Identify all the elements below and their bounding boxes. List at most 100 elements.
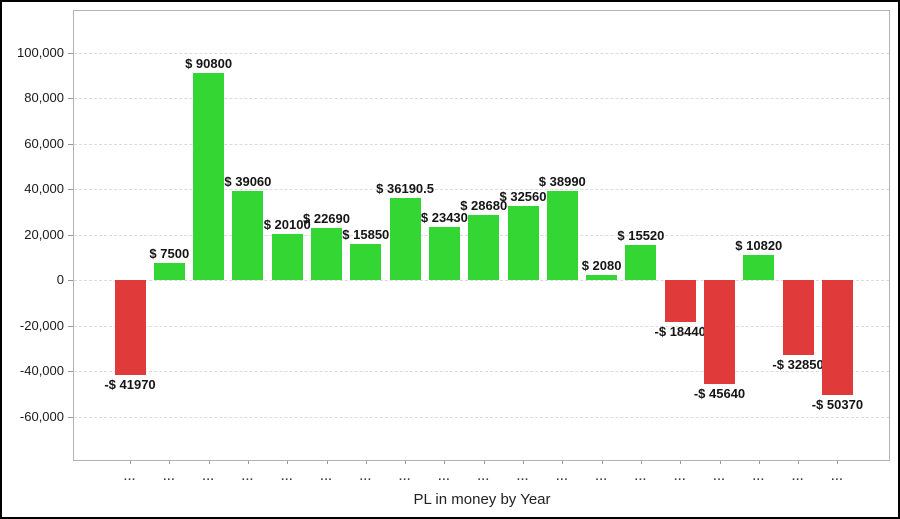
bar-value-label: $ 38990	[538, 174, 586, 190]
bar-value-label: $ 2080	[581, 258, 622, 274]
bar-value-label: $ 20100	[263, 217, 311, 233]
x-axis-tick	[247, 461, 249, 464]
x-axis-category-label: ...	[320, 471, 333, 483]
bar-positive[interactable]	[389, 197, 421, 280]
gridline	[74, 52, 889, 54]
bar-negative[interactable]	[782, 280, 814, 355]
bar-negative[interactable]	[114, 280, 146, 376]
x-axis-tick	[680, 461, 682, 464]
x-axis-tick	[130, 461, 131, 464]
x-axis-tick	[326, 461, 328, 464]
bar-positive[interactable]	[311, 228, 342, 280]
bar-value-label: $ 15850	[342, 226, 390, 242]
x-axis-category-label: ...	[831, 471, 844, 483]
gridline	[74, 98, 889, 99]
x-axis-category-label: ...	[516, 471, 530, 483]
bar-positive[interactable]	[271, 234, 303, 280]
x-axis-tick	[758, 461, 760, 464]
bar-value-label: $ 28680	[460, 197, 508, 213]
x-axis-tick	[365, 461, 367, 464]
y-axis-label: 0	[56, 272, 64, 287]
y-axis-label: 80,000	[24, 90, 64, 105]
y-axis-label: 40,000	[24, 181, 64, 196]
x-axis-category-label: ...	[438, 471, 451, 483]
gridline	[74, 325, 889, 327]
x-axis-tick	[208, 461, 210, 464]
y-axis-tick	[68, 143, 73, 145]
x-axis-tick	[719, 461, 721, 464]
bar-positive[interactable]	[428, 226, 460, 280]
x-axis-tick	[405, 461, 407, 464]
y-axis-tick	[68, 371, 73, 372]
bar-value-label: $ 10820	[735, 238, 783, 254]
x-axis-category-label: ...	[281, 471, 294, 483]
bar-value-label: -$ 18440	[654, 323, 706, 339]
bar-value-label: -$ 50370	[811, 396, 864, 412]
x-axis-tick	[483, 461, 485, 464]
y-axis-label: 20,000	[24, 226, 64, 242]
bar-value-label: $ 36190.5	[376, 180, 435, 196]
y-axis-tick	[68, 234, 73, 236]
y-axis-label: -20,000	[19, 317, 64, 333]
bar-positive[interactable]	[625, 244, 657, 280]
y-axis-tick	[68, 189, 73, 190]
bar-value-label: $ 90800	[185, 56, 233, 72]
x-axis-tick	[523, 461, 524, 464]
x-axis-category-label: ...	[241, 471, 254, 483]
x-axis-category-label: ...	[399, 471, 412, 483]
x-axis-category-label: ...	[202, 471, 215, 483]
bar-positive[interactable]	[507, 205, 539, 280]
bar-value-label: $ 23430	[420, 209, 468, 225]
gridline	[74, 371, 889, 372]
bar-positive[interactable]	[468, 214, 500, 280]
bar-positive[interactable]	[586, 275, 618, 280]
x-axis-category-label: ...	[359, 471, 372, 483]
y-axis-label: 100,000	[17, 44, 64, 60]
y-axis-tick	[68, 280, 73, 281]
bar-value-label: -$ 32850	[772, 356, 824, 372]
bar-positive[interactable]	[546, 191, 578, 280]
x-axis-category-label: ...	[752, 471, 765, 483]
x-axis-title: PL in money by Year	[413, 491, 551, 508]
y-axis-tick	[68, 325, 73, 327]
x-axis-tick	[444, 461, 446, 464]
bar-value-label: $ 32560	[499, 188, 547, 204]
gridline	[74, 143, 889, 145]
bar-positive[interactable]	[153, 262, 185, 280]
gridline	[74, 189, 889, 190]
bar-value-label: $ 22690	[303, 211, 350, 227]
plot-area: -$ 41970 $ 7500 $ 90800 $ 39060 $ 20100 $ 226…	[73, 10, 890, 461]
x-axis-tick	[837, 461, 839, 464]
gridline	[74, 416, 889, 418]
bar-value-label: $ 15520	[617, 227, 665, 243]
y-axis-label: -60,000	[19, 408, 64, 424]
x-axis-tick	[601, 461, 603, 464]
bar-negative[interactable]	[704, 280, 735, 384]
y-axis-tick	[68, 416, 73, 418]
x-axis-category-label: ...	[792, 471, 805, 483]
bar-positive[interactable]	[743, 255, 775, 280]
x-axis-tick	[798, 461, 800, 464]
x-axis-category-label: ...	[674, 471, 687, 483]
bar-value-label: -$ 41970	[104, 377, 156, 393]
bar-value-label: $ 39060	[224, 174, 272, 190]
x-axis-tick	[640, 461, 642, 464]
bar-positive[interactable]	[350, 243, 382, 280]
x-axis-tick	[169, 461, 171, 464]
y-axis-label: -40,000	[19, 363, 64, 378]
x-axis-category-label: ...	[634, 471, 647, 483]
bar-positive[interactable]	[193, 73, 225, 280]
x-axis-category-label: ...	[595, 471, 608, 483]
x-axis-category-label: ...	[556, 471, 569, 483]
bar-negative[interactable]	[664, 280, 696, 322]
y-axis-tick	[68, 98, 73, 99]
x-axis-category-label: ...	[123, 471, 137, 483]
x-axis-tick	[287, 461, 289, 464]
bar-negative[interactable]	[821, 280, 853, 395]
bar-value-label: $ 7500	[149, 245, 190, 261]
y-axis-label: 60,000	[24, 135, 64, 151]
x-axis-category-label: ...	[713, 471, 726, 483]
gridline	[74, 280, 889, 281]
bar-positive[interactable]	[232, 191, 264, 280]
